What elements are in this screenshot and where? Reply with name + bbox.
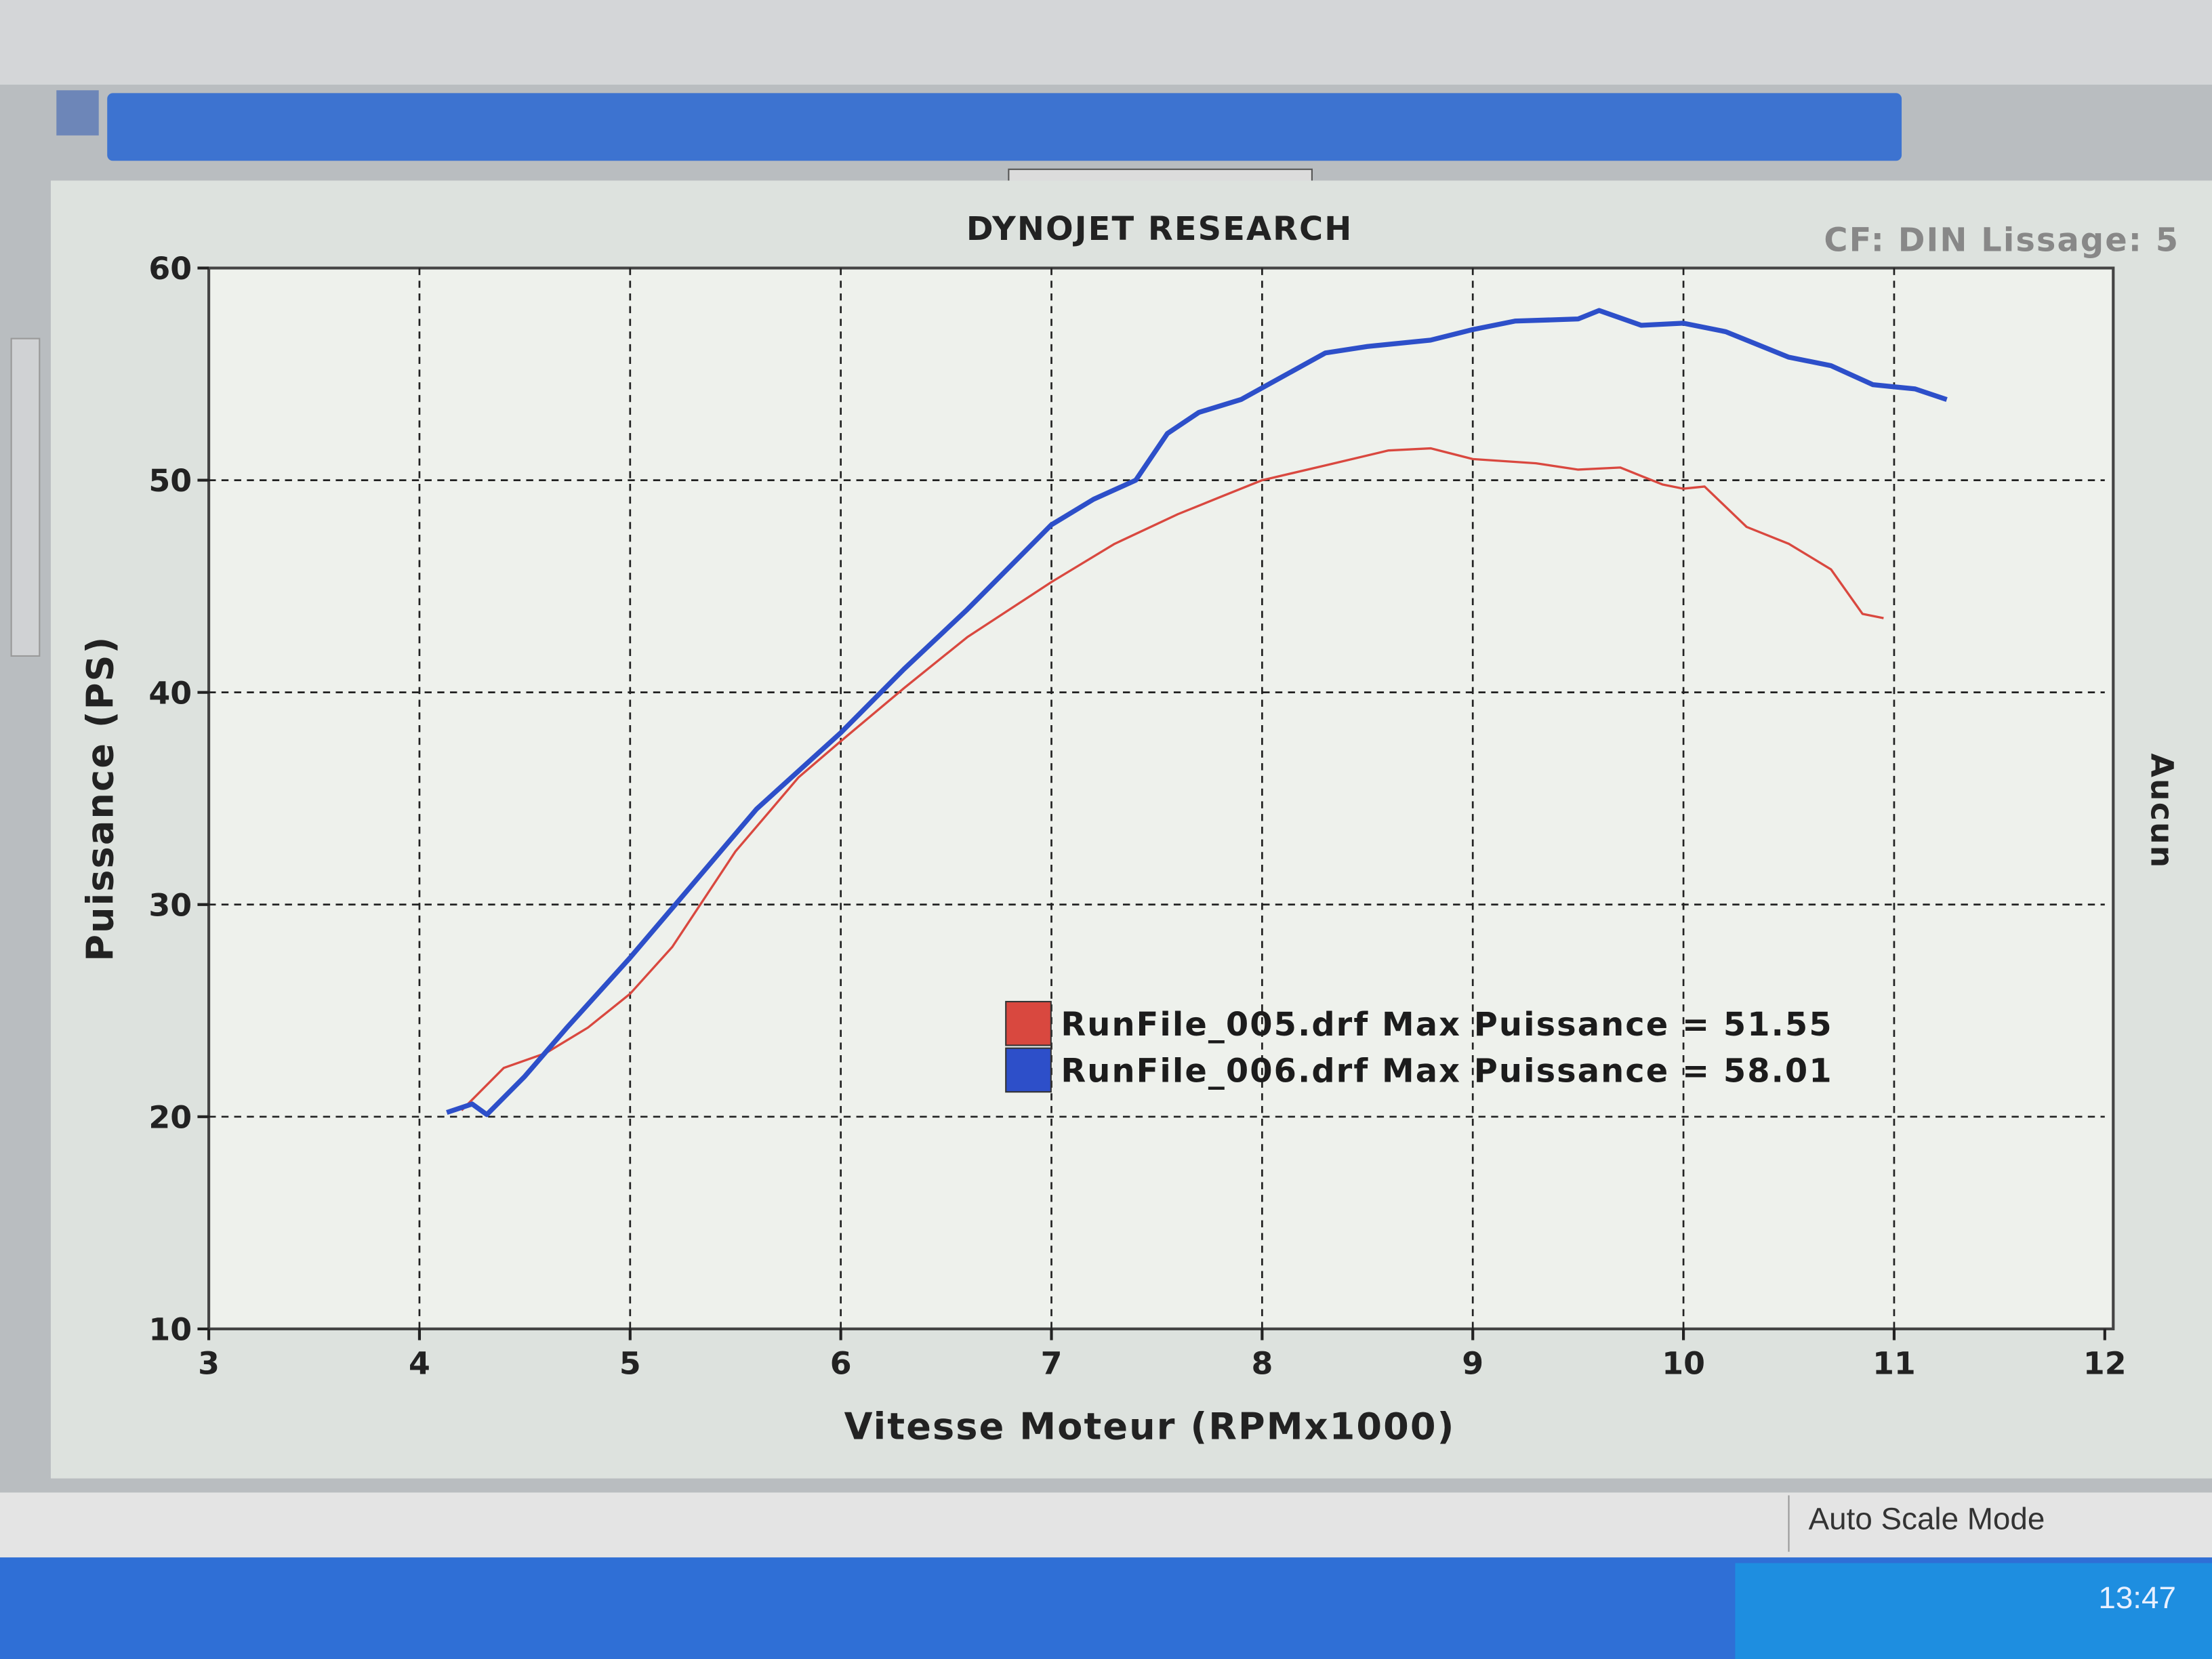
y-tick-label: 50: [148, 462, 192, 499]
y-tick-label: 10: [148, 1311, 192, 1348]
status-mode: Auto Scale Mode: [1809, 1501, 2045, 1536]
y-tick-label: 20: [148, 1099, 192, 1135]
side-label: Aucun: [2144, 754, 2180, 869]
scroll-left-button[interactable]: [56, 90, 99, 136]
x-tick-label: 7: [1041, 1345, 1063, 1382]
y-axis-label: Puissance (PS): [79, 636, 122, 962]
series-line: [460, 447, 1884, 1111]
side-slider[interactable]: [10, 337, 41, 657]
x-axis-label: Vitesse Moteur (RPMx1000): [844, 1405, 1456, 1448]
series-line: [446, 308, 1948, 1118]
x-tick-label: 8: [1251, 1345, 1273, 1382]
x-tick-label: 3: [198, 1345, 220, 1382]
plot-area: [207, 266, 2115, 1330]
y-tick-label: 30: [148, 886, 192, 923]
chart-subtitle: CF: DIN Lissage: 5: [1824, 222, 2179, 260]
plot: 3 4 5 6 7 8 9 10 11 12 10 20 30 40 50 60 RunFile_005.drf…: [148, 250, 2126, 1381]
x-tick-label: 11: [1872, 1345, 1916, 1382]
legend-swatch: [1005, 1000, 1052, 1046]
y-tick-label: 40: [148, 674, 192, 711]
x-tick-label: 9: [1462, 1345, 1483, 1382]
system-tray: [1735, 1563, 2212, 1659]
scrollbar-thumb[interactable]: [107, 93, 1902, 161]
clock: 13:47: [2098, 1580, 2176, 1615]
x-tick-label: 12: [2083, 1345, 2127, 1382]
top-area: [0, 0, 2212, 85]
legend-label: RunFile_006.drf Max Puissance = 58.01: [1061, 1053, 1832, 1090]
x-tick-label: 5: [619, 1345, 641, 1382]
x-tick-label: 6: [830, 1345, 852, 1382]
legend-label: RunFile_005.drf Max Puissance = 51.55: [1061, 1006, 1832, 1044]
legend-swatch: [1005, 1047, 1052, 1093]
chart-title: DYNOJET RESEARCH: [966, 211, 1353, 248]
status-bar: [0, 1492, 2212, 1558]
y-tick-label: 60: [148, 250, 192, 287]
x-tick-label: 4: [409, 1345, 430, 1382]
x-tick-label: 10: [1662, 1345, 1705, 1382]
